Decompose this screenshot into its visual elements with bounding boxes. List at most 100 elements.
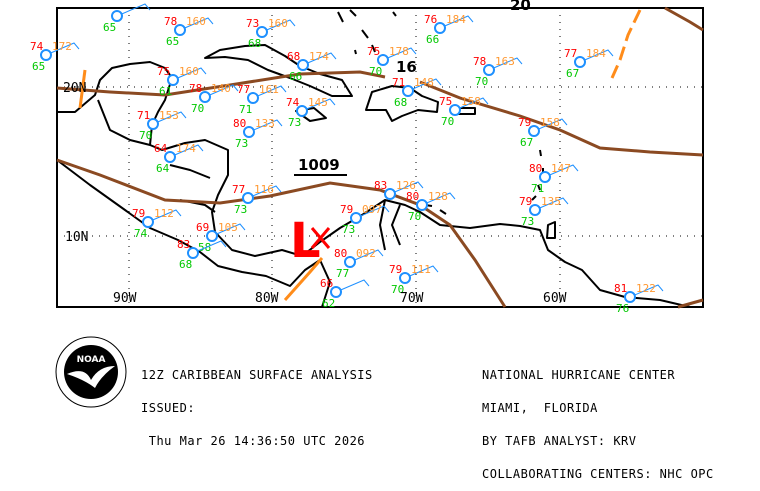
issued-label: ISSUED: [141, 401, 196, 415]
wind-barb [172, 67, 207, 81]
low-center-symbol: L [290, 213, 331, 269]
pressure-value: 116 [254, 183, 274, 196]
station-circle [142, 216, 154, 228]
wind-barb [544, 164, 579, 178]
coast-south-america [319, 199, 691, 308]
trough-southeast [677, 298, 704, 309]
dewpoint-value: 74 [134, 227, 148, 240]
map-frame [56, 7, 704, 308]
station-plot: 71 70 153 [137, 109, 187, 142]
station-plot: 83 68 [177, 238, 227, 271]
wind-barb [382, 47, 417, 61]
low-pressure-value: 1009 [298, 156, 340, 174]
station-circle [416, 199, 428, 211]
pressure-value: 161 [259, 83, 279, 96]
station-plot: 77 71 161 [237, 83, 287, 116]
temperature-value: 79 [518, 116, 531, 129]
station-circle [296, 105, 308, 117]
station-circle [174, 24, 186, 36]
station-plot: 78 70 140 [189, 82, 239, 115]
pressure-value: 174 [309, 50, 329, 63]
front-panama [283, 257, 324, 301]
station-plot: 79 70 111 [389, 263, 439, 296]
issued-time: Thu Mar 26 14:36:50 UTC 2026 [141, 434, 366, 448]
station-plot: 75 70 178 [367, 45, 417, 78]
station-circle [350, 212, 362, 224]
isobar-label-16: 16 [396, 58, 417, 76]
lat-label-10n: 10N [65, 230, 88, 245]
dewpoint-value: 77 [336, 267, 349, 280]
station-circle [297, 59, 309, 71]
lon-label-80w: 80W [255, 291, 279, 306]
trough-northeast [664, 6, 704, 32]
wind-barb [389, 181, 424, 195]
pressure-value: 148 [414, 76, 434, 89]
wind-barb [192, 240, 227, 254]
station-plot: 80 73 133 [233, 117, 283, 150]
temperature-value: 73 [246, 17, 259, 30]
wind-barb [335, 279, 370, 293]
wind-barb [579, 49, 614, 63]
wind-barb [116, 3, 151, 17]
temperature-value: 83 [374, 179, 387, 192]
wind-barb [169, 144, 204, 158]
temperature-value: 77 [232, 183, 245, 196]
analyst: BY TAFB ANALYST: KRV [482, 434, 637, 448]
wind-barb [454, 97, 489, 111]
pressure-value: 105 [218, 221, 238, 234]
pressure-value: 160 [186, 15, 206, 28]
graticule [57, 8, 703, 307]
dewpoint-value: 70 [191, 102, 204, 115]
front-atlantic [610, 9, 642, 79]
pressure-value: 158 [540, 116, 560, 129]
dewpoint-value: 67 [520, 136, 533, 149]
dewpoint-value: 76 [616, 302, 629, 315]
wind-barb [252, 85, 287, 99]
grid-labels: 20N 10N 90W 80W 70W 60W [63, 81, 567, 306]
wind-barb [407, 78, 442, 92]
center-name: NATIONAL HURRICANE CENTER [482, 368, 676, 382]
dewpoint-value: 73 [234, 203, 247, 216]
trough-northern [56, 70, 704, 157]
station-plot: 75 61 160 [157, 65, 207, 98]
temperature-value: 79 [519, 195, 532, 208]
station-plot: 73 68 160 [246, 17, 296, 50]
station-circle [449, 104, 461, 116]
temperature-value: 83 [177, 238, 190, 251]
station-circle [528, 125, 540, 137]
wind-barb [152, 111, 187, 125]
pressure-value: 097 [362, 203, 382, 216]
dewpoint-value: 70 [391, 283, 404, 296]
station-circle [434, 22, 446, 34]
pressure-value: 160 [268, 17, 288, 30]
pressure-value: 160 [179, 65, 199, 78]
temperature-value: 80 [334, 247, 347, 260]
temperature-value: 80 [406, 190, 419, 203]
dewpoint-value: 65 [166, 35, 179, 48]
lon-label-90w: 90W [113, 291, 137, 306]
station-plot: 75 70 158 [439, 95, 489, 128]
wind-barb [147, 209, 182, 223]
dewpoint-value: 73 [342, 223, 355, 236]
lon-label-60w: 60W [543, 291, 567, 306]
dewpoint-value: 65 [103, 21, 116, 34]
pressure-value: 147 [551, 162, 571, 175]
pressure-value: 145 [308, 96, 328, 109]
temperature-value: 79 [389, 263, 402, 276]
pressure-value: 112 [154, 207, 174, 220]
temperature-value: 75 [367, 45, 380, 58]
pressure-value: 126 [396, 179, 416, 192]
station-circle [243, 126, 255, 138]
collaborating-centers: COLLABORATING CENTERS: NHC OPC [482, 467, 714, 481]
station-circle [539, 171, 551, 183]
pressure-value: 184 [586, 47, 606, 60]
wind-barb [421, 192, 456, 206]
station-plot: 76 66 184 [424, 13, 474, 46]
station-plot: 66 62 [320, 277, 370, 310]
station-plot: 74 65 172 [30, 40, 80, 73]
lon-label-70w: 70W [400, 291, 424, 306]
temperature-value: 64 [154, 142, 168, 155]
station-plot: 65 [103, 3, 151, 34]
station-plot: 77 73 116 [232, 183, 282, 216]
footer-right: NATIONAL HURRICANE CENTER MIAMI, FLORIDA… [482, 348, 714, 491]
